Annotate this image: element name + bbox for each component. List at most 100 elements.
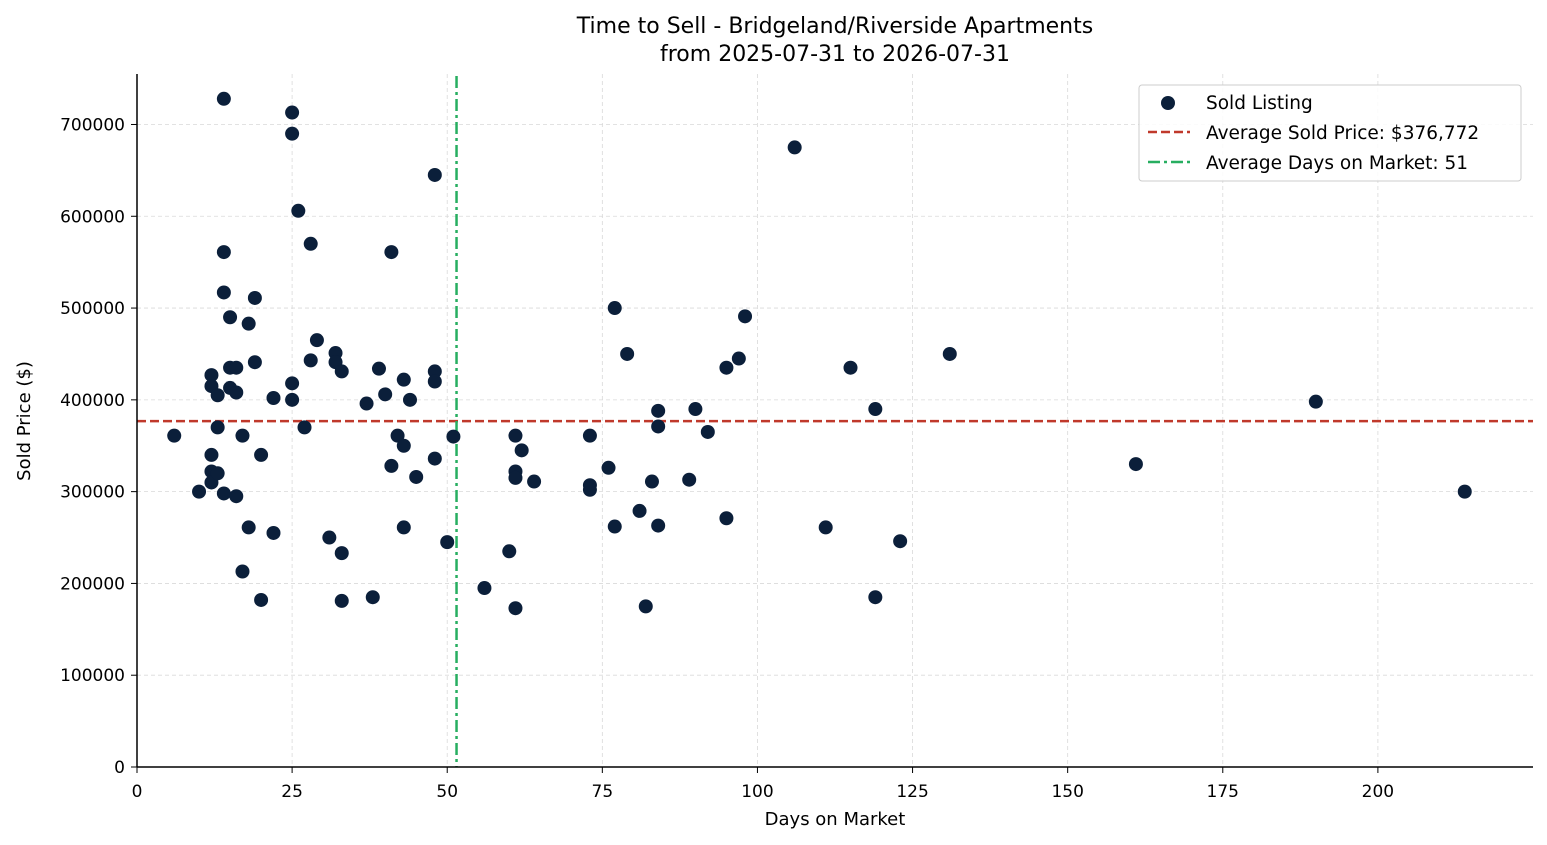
y-tick-label: 600000	[60, 207, 125, 227]
y-axis-label: Sold Price ($)	[14, 361, 35, 481]
sold-listing-point	[868, 402, 883, 417]
x-tick-label: 125	[896, 782, 928, 802]
y-tick-label: 200000	[60, 574, 125, 594]
sold-listing-point	[285, 126, 300, 141]
x-axis-label: Days on Market	[765, 809, 906, 830]
sold-listing-point	[1457, 484, 1472, 499]
sold-listing-point	[607, 301, 622, 316]
data-points	[167, 91, 1472, 616]
sold-listing-point	[582, 428, 597, 443]
sold-listing-point	[508, 601, 523, 616]
sold-listing-point	[266, 391, 281, 406]
legend-label-sold-listing: Sold Listing	[1206, 93, 1313, 114]
sold-listing-point	[334, 546, 349, 561]
sold-listing-point	[868, 590, 883, 605]
sold-listing-point	[607, 519, 622, 534]
sold-listing-point	[235, 564, 250, 579]
sold-listing-point	[427, 374, 442, 389]
sold-listing-point	[266, 525, 281, 540]
sold-listing-point	[446, 429, 461, 444]
sold-listing-point	[285, 105, 300, 120]
sold-listing-point	[210, 388, 225, 403]
sold-listing-point	[738, 309, 753, 324]
y-tick-label: 500000	[60, 299, 125, 319]
sold-listing-point	[309, 333, 324, 348]
sold-listing-point	[719, 360, 734, 375]
sold-listing-point	[241, 520, 256, 535]
legend-box	[1138, 84, 1522, 182]
sold-listing-point	[204, 368, 219, 383]
sold-listing-point	[241, 316, 256, 331]
sold-listing-point	[291, 203, 306, 218]
sold-listing-point	[651, 419, 666, 434]
sold-listing-point	[582, 482, 597, 497]
sold-listing-point	[1308, 394, 1323, 409]
sold-listing-point	[409, 469, 424, 484]
chart-subtitle: from 2025-07-31 to 2026-07-31	[660, 42, 1010, 67]
sold-listing-point	[390, 428, 405, 443]
sold-listing-point	[396, 520, 411, 535]
sold-listing-point	[229, 360, 244, 375]
sold-listing-point	[402, 392, 417, 407]
sold-listing-point	[384, 245, 399, 260]
sold-listing-point	[254, 447, 269, 462]
y-tick-label: 700000	[60, 115, 125, 135]
sold-listing-point	[285, 376, 300, 391]
sold-listing-point	[371, 361, 386, 376]
sold-listing-point	[229, 385, 244, 400]
sold-listing-point	[731, 351, 746, 366]
sold-listing-point	[210, 466, 225, 481]
sold-listing-point	[396, 372, 411, 387]
reference-lines	[137, 76, 1533, 767]
sold-listing-point	[527, 474, 542, 489]
sold-listing-point	[514, 443, 529, 458]
sold-listing-point	[223, 310, 238, 325]
sold-listing-point	[818, 520, 833, 535]
sold-listing-point	[254, 592, 269, 607]
sold-listing-point	[204, 447, 219, 462]
sold-listing-point	[843, 360, 858, 375]
sold-listing-point	[334, 364, 349, 379]
y-tick-label: 100000	[60, 666, 125, 686]
sold-listing-point	[427, 167, 442, 182]
sold-listing-point	[334, 593, 349, 608]
y-tick-label: 400000	[60, 391, 125, 411]
sold-listing-point	[359, 396, 374, 411]
x-tick-label: 0	[132, 782, 143, 802]
sold-listing-point	[216, 91, 231, 106]
sold-listing-point	[700, 424, 715, 439]
x-tick-label: 175	[1207, 782, 1239, 802]
sold-listing-point	[942, 346, 957, 361]
sold-listing-point	[644, 474, 659, 489]
sold-listing-point	[192, 484, 207, 499]
sold-listing-point	[688, 402, 703, 417]
sold-listing-point	[216, 486, 231, 501]
sold-listing-point	[247, 290, 262, 305]
x-tick-label: 200	[1362, 782, 1394, 802]
legend-label-avg-days: Average Days on Market: 51	[1206, 153, 1468, 174]
sold-listing-point	[632, 503, 647, 518]
legend-marker-sold-listing	[1161, 96, 1175, 110]
sold-listing-point	[210, 420, 225, 435]
sold-listing-point	[396, 438, 411, 453]
y-tick-label: 0	[114, 758, 125, 778]
sold-listing-point	[303, 353, 318, 368]
sold-listing-point	[384, 458, 399, 473]
sold-listing-point	[477, 581, 492, 596]
sold-listing-point	[682, 472, 697, 487]
x-tick-label: 50	[436, 782, 458, 802]
sold-listing-point	[508, 470, 523, 485]
sold-listing-point	[322, 530, 337, 545]
x-tick-label: 150	[1051, 782, 1083, 802]
legend-label-avg-price: Average Sold Price: $376,772	[1206, 123, 1479, 144]
sold-listing-point	[247, 355, 262, 370]
sold-listing-point	[638, 599, 653, 614]
sold-listing-point	[651, 518, 666, 533]
sold-listing-point	[229, 489, 244, 504]
axes	[131, 74, 1533, 773]
sold-listing-point	[601, 460, 616, 475]
x-tick-label: 100	[741, 782, 773, 802]
sold-listing-point	[719, 511, 734, 526]
legend: Sold Listing Average Sold Price: $376,77…	[1138, 84, 1522, 182]
